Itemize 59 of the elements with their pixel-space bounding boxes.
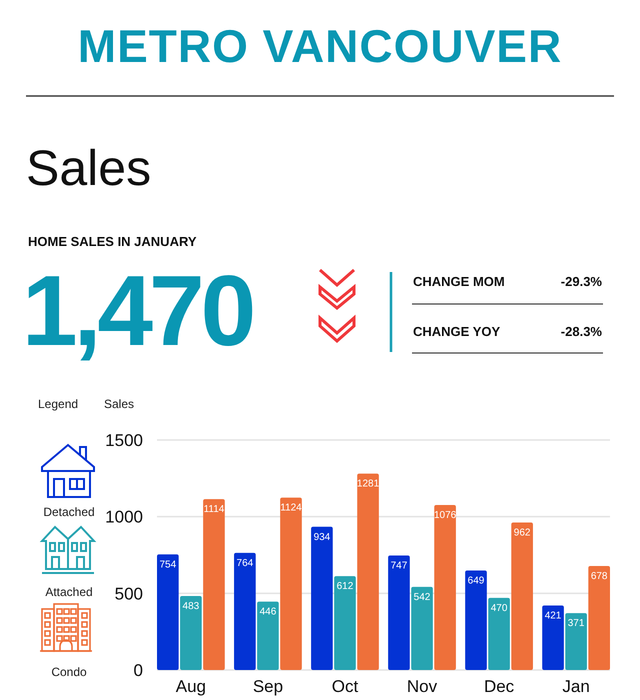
data-label: 612 <box>336 581 354 592</box>
chart-subtitle: Sales <box>26 140 152 196</box>
bar <box>357 474 379 670</box>
bar <box>434 505 456 670</box>
bar <box>203 499 225 670</box>
text: -28.3% <box>560 324 602 339</box>
bar <box>234 552 256 670</box>
legend-label: Attached <box>45 585 93 599</box>
x-tick-label: Nov <box>406 677 438 696</box>
bar <box>511 522 533 670</box>
text: -29.3% <box>560 274 602 289</box>
data-label: 1124 <box>280 502 302 514</box>
bar <box>465 570 487 670</box>
bar <box>542 605 564 670</box>
data-label: 754 <box>159 559 177 570</box>
bar <box>411 586 433 670</box>
data-label: 678 <box>590 571 608 582</box>
text: CHANGE MOM <box>413 274 505 289</box>
data-label: 1114 <box>204 504 225 516</box>
bar <box>280 498 302 670</box>
data-label: 483 <box>182 600 200 612</box>
x-tick-label: Jan <box>562 677 590 696</box>
data-label: 1076 <box>434 510 457 522</box>
data-label: 446 <box>260 606 277 618</box>
bar <box>488 598 510 670</box>
bar <box>180 596 202 670</box>
bar <box>588 566 610 670</box>
text: HOME SALES IN JANUARY <box>28 234 197 249</box>
data-label: 934 <box>314 532 331 543</box>
text: CHANGE YOY <box>413 324 500 339</box>
y-tick-label: 500 <box>114 584 143 604</box>
x-tick-label: Sep <box>252 677 284 696</box>
data-label: 371 <box>568 618 585 630</box>
bar <box>157 554 179 670</box>
legend-label: Detached <box>43 505 95 519</box>
x-tick-label: Dec <box>484 677 515 696</box>
y-tick-label: 1000 <box>105 508 143 527</box>
chart-title: METRO VANCOUVER <box>78 20 562 72</box>
legend-label: Condo <box>51 665 87 679</box>
y-tick-label: 1500 <box>105 430 143 450</box>
x-tick-label: Oct <box>332 677 358 696</box>
bar <box>388 555 410 670</box>
y-axis-title: Sales <box>104 397 134 411</box>
legend-title: Legend <box>38 397 78 411</box>
y-tick-label: 0 <box>134 660 143 680</box>
bar <box>334 576 356 670</box>
text: 1,470 <box>22 255 253 367</box>
bar <box>311 526 333 670</box>
data-label: 421 <box>544 610 562 622</box>
data-label: 649 <box>468 575 485 586</box>
x-tick-label: Aug <box>176 677 206 696</box>
data-label: 747 <box>390 560 408 572</box>
data-label: 1281 <box>356 478 380 490</box>
data-label: 962 <box>514 527 531 538</box>
bar <box>565 613 587 670</box>
data-label: 542 <box>414 592 431 603</box>
data-label: 470 <box>490 602 508 614</box>
bar <box>257 602 279 670</box>
data-label: 764 <box>236 558 254 569</box>
